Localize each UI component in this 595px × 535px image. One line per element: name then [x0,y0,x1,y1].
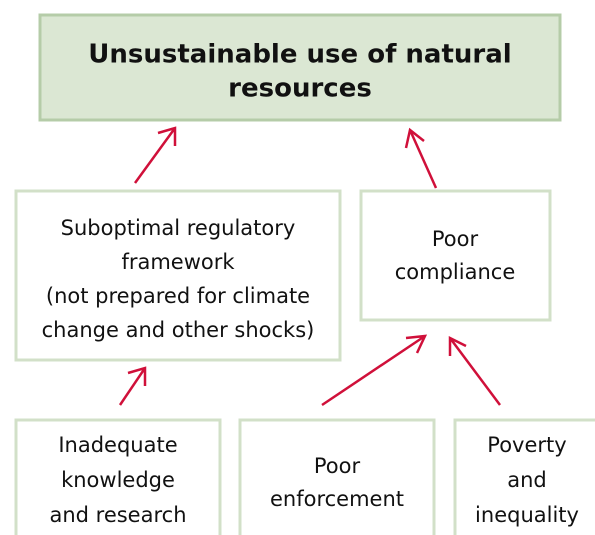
node-label: (not prepared for climate [46,284,310,308]
arrow [133,126,177,184]
node-label: Poverty [487,433,566,457]
arrow [321,334,428,407]
node-label: inequality [475,503,579,527]
node-label: knowledge [61,468,175,492]
node-label: enforcement [270,487,404,511]
node-label: compliance [395,260,516,284]
node-label: resources [228,74,372,104]
node-label: and [507,468,547,492]
node-box [453,418,595,535]
node-label: and research [49,503,186,527]
node-label: Inadequate [58,433,177,457]
node-label: framework [121,250,235,274]
node-box [14,418,222,535]
node-label: Unsustainable use of natural [88,40,511,70]
arrow [118,366,147,406]
node-label: Poor [432,227,479,251]
node-box [238,418,436,535]
root-box [38,13,562,122]
arrow [448,335,502,406]
node-label: change and other shocks) [42,318,315,342]
node-box [359,189,552,322]
node-label: Poor [314,454,361,478]
arrow [404,127,438,189]
arrows [118,126,502,407]
node-label: Suboptimal regulatory [61,216,296,240]
node-box [14,189,342,362]
